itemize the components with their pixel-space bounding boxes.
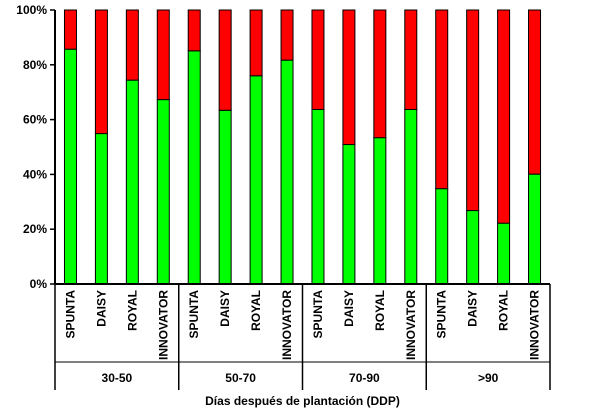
- bar-red-50-70-ROYAL: [249, 9, 263, 77]
- category-label: ROYAL: [125, 290, 139, 331]
- bar-green-70-90-INNOVATOR: [404, 108, 418, 285]
- category-label: SPUNTA: [435, 290, 449, 339]
- category-label: ROYAL: [373, 290, 387, 331]
- group-label: 50-70: [225, 371, 256, 385]
- group-label: 30-50: [102, 371, 133, 385]
- bar-green-50-70-ROYAL: [249, 75, 263, 285]
- group-label: >90: [478, 371, 499, 385]
- bar-green-30-50-SPUNTA: [63, 48, 77, 285]
- bar-green-50-70-DAISY: [218, 109, 232, 285]
- y-tick-label: 80%: [23, 58, 47, 72]
- bar-red-70-90-ROYAL: [373, 9, 387, 139]
- bar-red-50-70-INNOVATOR: [280, 9, 294, 61]
- category-label: DAISY: [218, 290, 232, 327]
- category-label: DAISY: [466, 290, 480, 327]
- y-tick-label: 60%: [23, 113, 47, 127]
- y-tick-label: 20%: [23, 222, 47, 236]
- y-tick-label: 40%: [23, 167, 47, 181]
- bar-red->90-INNOVATOR: [528, 9, 542, 175]
- bar-green-70-90-DAISY: [342, 144, 356, 285]
- category-label: INNOVATOR: [404, 290, 418, 360]
- category-label: SPUNTA: [311, 290, 325, 339]
- category-label: INNOVATOR: [528, 290, 542, 360]
- bar-red-30-50-DAISY: [94, 9, 108, 135]
- bar-green-70-90-ROYAL: [373, 137, 387, 285]
- category-label: INNOVATOR: [280, 290, 294, 360]
- bar-green-30-50-DAISY: [94, 133, 108, 285]
- y-tick-label: 100%: [16, 3, 47, 17]
- category-label: SPUNTA: [63, 290, 77, 339]
- bar-green->90-SPUNTA: [435, 188, 449, 285]
- bar-green->90-DAISY: [466, 210, 480, 285]
- x-axis-title: Días después de plantación (DDP): [205, 394, 400, 408]
- bar-red-70-90-INNOVATOR: [404, 9, 418, 110]
- bar-green-70-90-SPUNTA: [311, 108, 325, 285]
- bar-red->90-SPUNTA: [435, 9, 449, 190]
- bar-green-30-50-INNOVATOR: [156, 99, 170, 285]
- bar-green-50-70-INNOVATOR: [280, 59, 294, 285]
- bar-red-30-50-ROYAL: [125, 9, 139, 81]
- group-label: 70-90: [349, 371, 380, 385]
- bar-red-30-50-INNOVATOR: [156, 9, 170, 101]
- bar-green->90-ROYAL: [497, 222, 511, 285]
- bar-red-70-90-SPUNTA: [311, 9, 325, 110]
- category-label: INNOVATOR: [156, 290, 170, 360]
- bar-red-70-90-DAISY: [342, 9, 356, 146]
- category-label: ROYAL: [249, 290, 263, 331]
- bar-red->90-DAISY: [466, 9, 480, 212]
- y-tick-label: 0%: [30, 277, 48, 291]
- category-label: DAISY: [94, 290, 108, 327]
- bar-green->90-INNOVATOR: [528, 173, 542, 285]
- bar-red->90-ROYAL: [497, 9, 511, 224]
- category-label: SPUNTA: [187, 290, 201, 339]
- bar-red-50-70-SPUNTA: [187, 9, 201, 52]
- bar-red-30-50-SPUNTA: [63, 9, 77, 50]
- bar-red-50-70-DAISY: [218, 9, 232, 111]
- bar-green-50-70-SPUNTA: [187, 50, 201, 285]
- category-label: DAISY: [342, 290, 356, 327]
- bar-green-30-50-ROYAL: [125, 79, 139, 285]
- category-label: ROYAL: [497, 290, 511, 331]
